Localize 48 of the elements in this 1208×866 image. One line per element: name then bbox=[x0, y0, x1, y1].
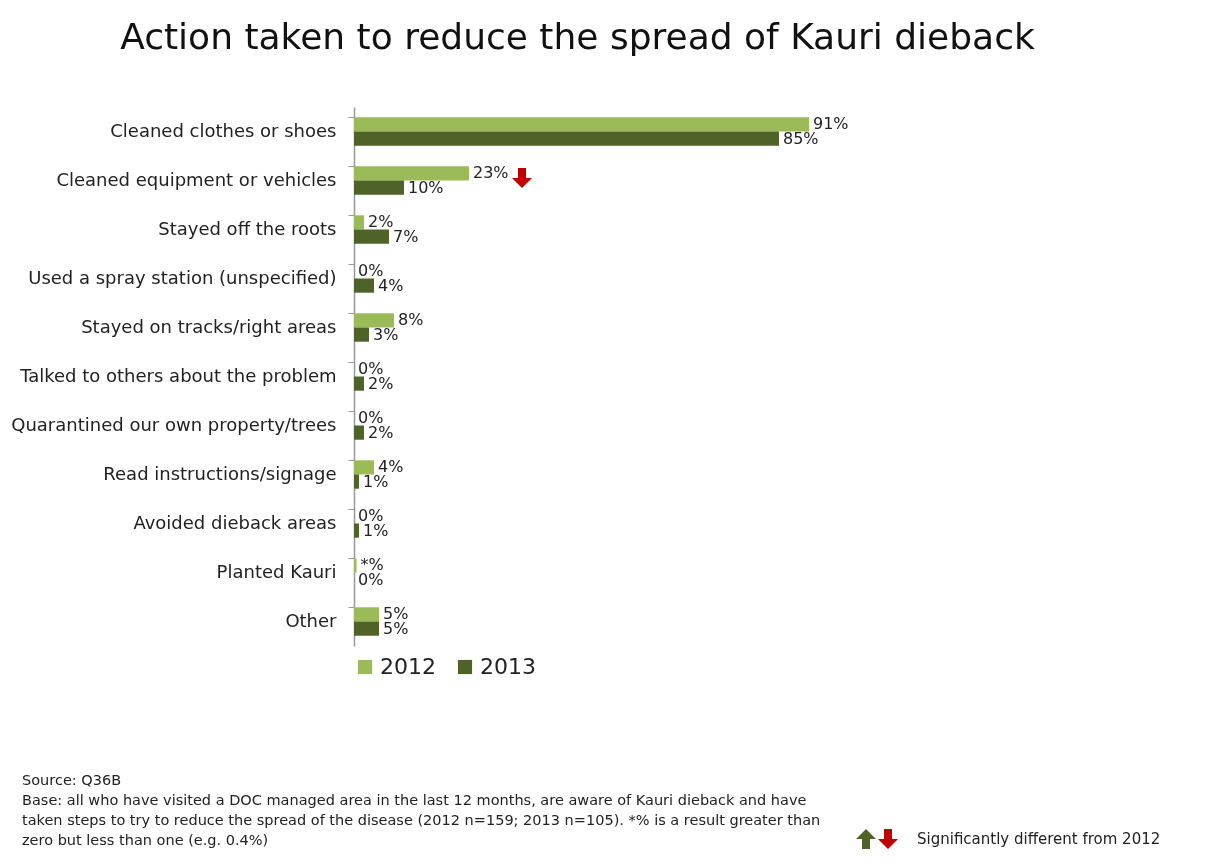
y-tick-label: Stayed off the roots bbox=[158, 217, 337, 239]
data-label: 2% bbox=[368, 373, 394, 393]
data-label: 2% bbox=[368, 212, 394, 232]
bar bbox=[354, 313, 394, 328]
bar bbox=[354, 180, 404, 195]
y-tick-label: Other bbox=[285, 609, 338, 631]
y-tick-label: Talked to others about the problem bbox=[19, 364, 337, 386]
source-note: Source: Q36B bbox=[22, 771, 123, 790]
y-tick-label: Planted Kauri bbox=[216, 560, 337, 582]
text: Base: all who have visited a DOC managed area in the last 12 months, are aware of Kauri dieback and have taken steps to try to reduce the spread of the disease (2012 n=159; 2013 n=105). *% is a result greater than zero but less than one (e.g. 0.4%) bbox=[22, 791, 822, 850]
data-label: 23% bbox=[473, 163, 509, 183]
bar bbox=[354, 607, 379, 622]
bar bbox=[354, 376, 364, 391]
chart-title: Action taken to reduce the spread of Kauri dieback bbox=[120, 16, 1035, 57]
y-tick-label: Avoided dieback areas bbox=[133, 511, 337, 533]
bar bbox=[354, 229, 389, 244]
data-label: 4% bbox=[378, 275, 404, 295]
bar bbox=[354, 215, 364, 230]
data-label: 85% bbox=[783, 128, 819, 148]
bar bbox=[354, 131, 779, 146]
bar bbox=[354, 327, 369, 342]
bar bbox=[354, 523, 359, 538]
data-label: 5% bbox=[383, 618, 409, 638]
y-tick-label: Quarantined our own property/trees bbox=[11, 413, 337, 435]
bar bbox=[354, 425, 364, 440]
bar bbox=[354, 558, 357, 573]
data-label: 2% bbox=[368, 422, 394, 442]
data-label: 3% bbox=[373, 324, 399, 344]
bar bbox=[354, 621, 379, 636]
text: Significantly different from 2012 bbox=[917, 830, 1161, 848]
data-label: 1% bbox=[363, 520, 389, 540]
y-tick-label: Used a spray station (unspecified) bbox=[28, 266, 337, 288]
bar bbox=[354, 474, 359, 489]
data-label: 1% bbox=[363, 471, 389, 491]
y-tick-label: Cleaned equipment or vehicles bbox=[56, 168, 337, 190]
y-tick-label: Cleaned clothes or shoes bbox=[110, 119, 337, 141]
bar bbox=[354, 117, 809, 132]
legend-label: 2012 bbox=[380, 654, 436, 679]
bar bbox=[354, 460, 374, 475]
y-tick-label: Stayed on tracks/right areas bbox=[81, 315, 337, 337]
data-label: 7% bbox=[393, 226, 419, 246]
bar bbox=[354, 278, 374, 293]
data-label: 8% bbox=[398, 310, 424, 330]
data-label: 10% bbox=[408, 177, 444, 197]
data-label: 0% bbox=[358, 569, 384, 589]
legend-label: 2013 bbox=[480, 654, 536, 679]
y-tick-label: Read instructions/signage bbox=[103, 462, 337, 484]
bar bbox=[354, 166, 469, 181]
